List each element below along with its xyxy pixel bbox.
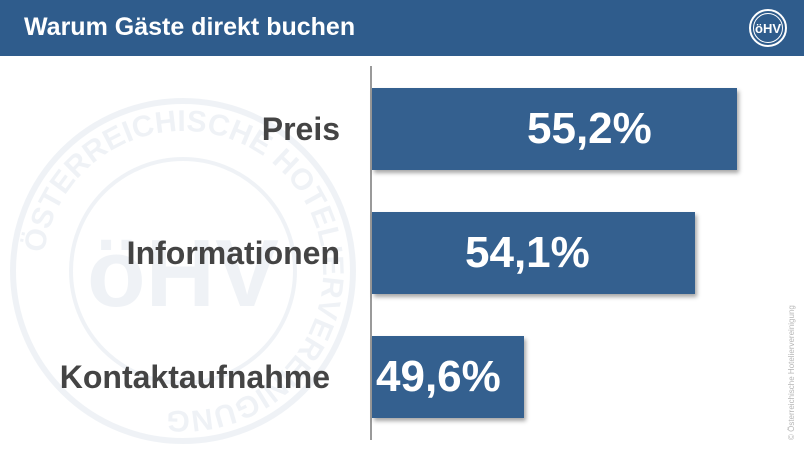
value-label-preis: 55,2% [527,104,652,153]
watermark-logo-text: öHV [87,220,279,327]
watermark-seal: ÖSTERREICHISCHE HOTELIERVEREINIGUNG öHV [10,98,356,444]
ohv-logo-icon: öHV [749,9,787,47]
copyright-note: © Österreichische Hoteliervereinigung [787,305,796,440]
category-axis-line [370,66,372,440]
bar-kontaktaufnahme [372,336,524,418]
chart-title: Warum Gäste direkt buchen [24,13,356,41]
bar-informationen [372,212,695,294]
category-label-kontaktaufnahme: Kontaktaufnahme [59,359,330,395]
logo-text: öHV [755,21,781,36]
value-label-informationen: 54,1% [465,228,590,277]
value-label-kontaktaufnahme: 49,6% [376,352,501,401]
category-label-preis: Preis [261,111,340,147]
category-label-informationen: Informationen [126,235,340,271]
title-bar: Warum Gäste direkt buchen öHV [0,0,804,56]
bar-preis [372,88,737,170]
